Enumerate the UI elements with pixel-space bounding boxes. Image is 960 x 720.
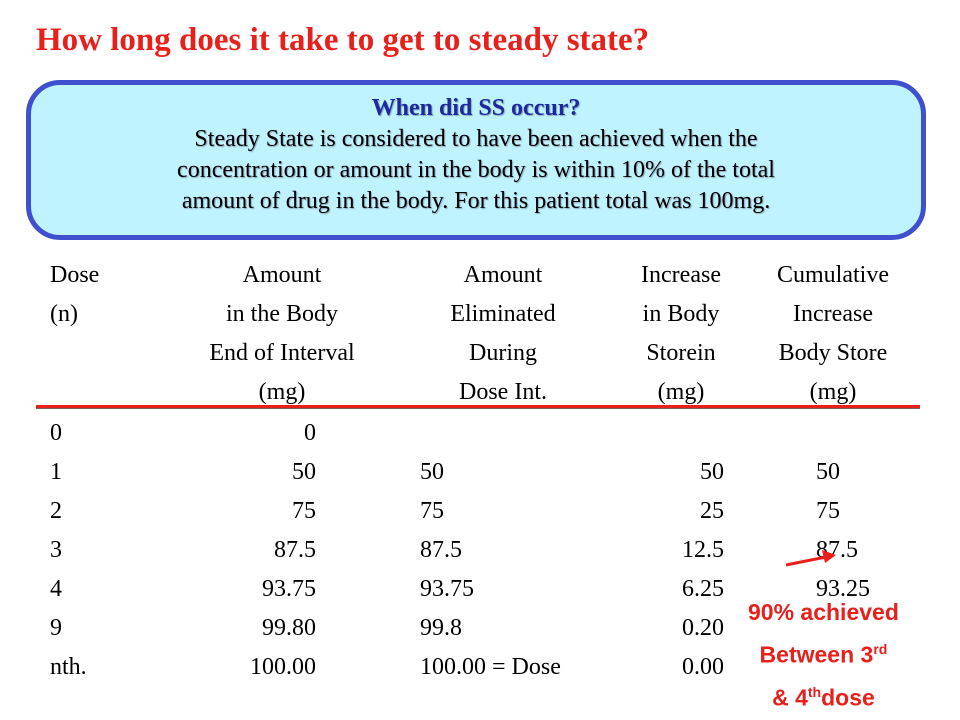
table-cell: 12.5 xyxy=(682,537,724,563)
header-amount-in-body: Amount in the Body End of Interval (mg) xyxy=(209,262,355,405)
header-cumulative-increase: Cumulative Increase Body Store (mg) xyxy=(777,262,889,405)
column-amount-in-body: 0 50 75 87.5 93.75 99.80 100.00 xyxy=(226,414,316,687)
header-dose: Dose (n) xyxy=(50,262,100,327)
callout-line: amount of drug in the body. For this pat… xyxy=(181,188,771,214)
callout-line: concentration or amount in the body is w… xyxy=(177,157,775,183)
column-amount-eliminated: 50 75 87.5 93.75 99.8 100.00 = Dose xyxy=(420,414,561,687)
column-cumulative-increase: 50 75 87.5 93.25 xyxy=(816,414,870,687)
table-cell: 87.5 xyxy=(274,537,316,563)
note-line: Between 3rd xyxy=(759,641,888,668)
table-cell: 0 xyxy=(304,420,316,446)
table-cell: 50 xyxy=(292,459,316,485)
table-cell xyxy=(420,414,561,453)
table-cell: 2 xyxy=(50,498,62,524)
table-cell: 50 xyxy=(700,459,724,485)
table-cell: 0.20 xyxy=(682,615,724,641)
callout-heading: When did SS occur? xyxy=(371,95,581,121)
header-increase-in-body: Increase in Body Storein (mg) xyxy=(641,262,721,405)
header-amount-eliminated: Amount Eliminated During Dose Int. xyxy=(450,262,556,405)
ninety-percent-note: 90% achieved Between 3rd & 4thdose xyxy=(748,594,899,716)
steady-state-callout: When did SS occur? Steady State is consi… xyxy=(26,80,926,240)
note-line: & 4thdose xyxy=(772,683,875,711)
table-cell: 93.75 xyxy=(262,576,316,602)
table-cell: 9 xyxy=(50,615,62,641)
table-cell xyxy=(640,414,724,453)
table-cell: 0 xyxy=(50,420,62,446)
table-cell: 75 xyxy=(420,498,444,524)
note-line: 90% achieved xyxy=(748,599,899,625)
column-increase-in-body: 50 25 12.5 6.25 0.20 0.00 xyxy=(640,414,724,687)
header-rule xyxy=(36,405,920,409)
table-cell: 100.00 xyxy=(250,654,316,680)
table-cell: 87.5 xyxy=(420,537,462,563)
table-cell: 50 xyxy=(816,459,840,485)
table-cell: 99.8 xyxy=(420,615,462,641)
table-cell: 75 xyxy=(816,498,840,524)
table-cell: 6.25 xyxy=(682,576,724,602)
column-dose: 0 1 2 3 4 9 nth. xyxy=(50,414,87,687)
table-cell: 93.25 xyxy=(816,576,870,602)
table-cell: 25 xyxy=(700,498,724,524)
arrow-right-icon xyxy=(785,550,836,567)
table-cell: 0.00 xyxy=(682,654,724,680)
table-cell: 1 xyxy=(50,459,62,485)
table-cell: 50 xyxy=(420,459,444,485)
table-cell: nth. xyxy=(50,654,87,680)
table-cell: 3 xyxy=(50,537,62,563)
table-cell: 75 xyxy=(292,498,316,524)
callout-line: Steady State is considered to have been … xyxy=(194,126,758,152)
table-cell: 93.75 xyxy=(420,576,474,602)
page-title: How long does it take to get to steady s… xyxy=(36,22,650,58)
table-cell: 4 xyxy=(50,576,62,602)
table-cell xyxy=(816,414,870,453)
table-cell: 100.00 = Dose xyxy=(420,654,561,680)
table-cell: 99.80 xyxy=(262,615,316,641)
